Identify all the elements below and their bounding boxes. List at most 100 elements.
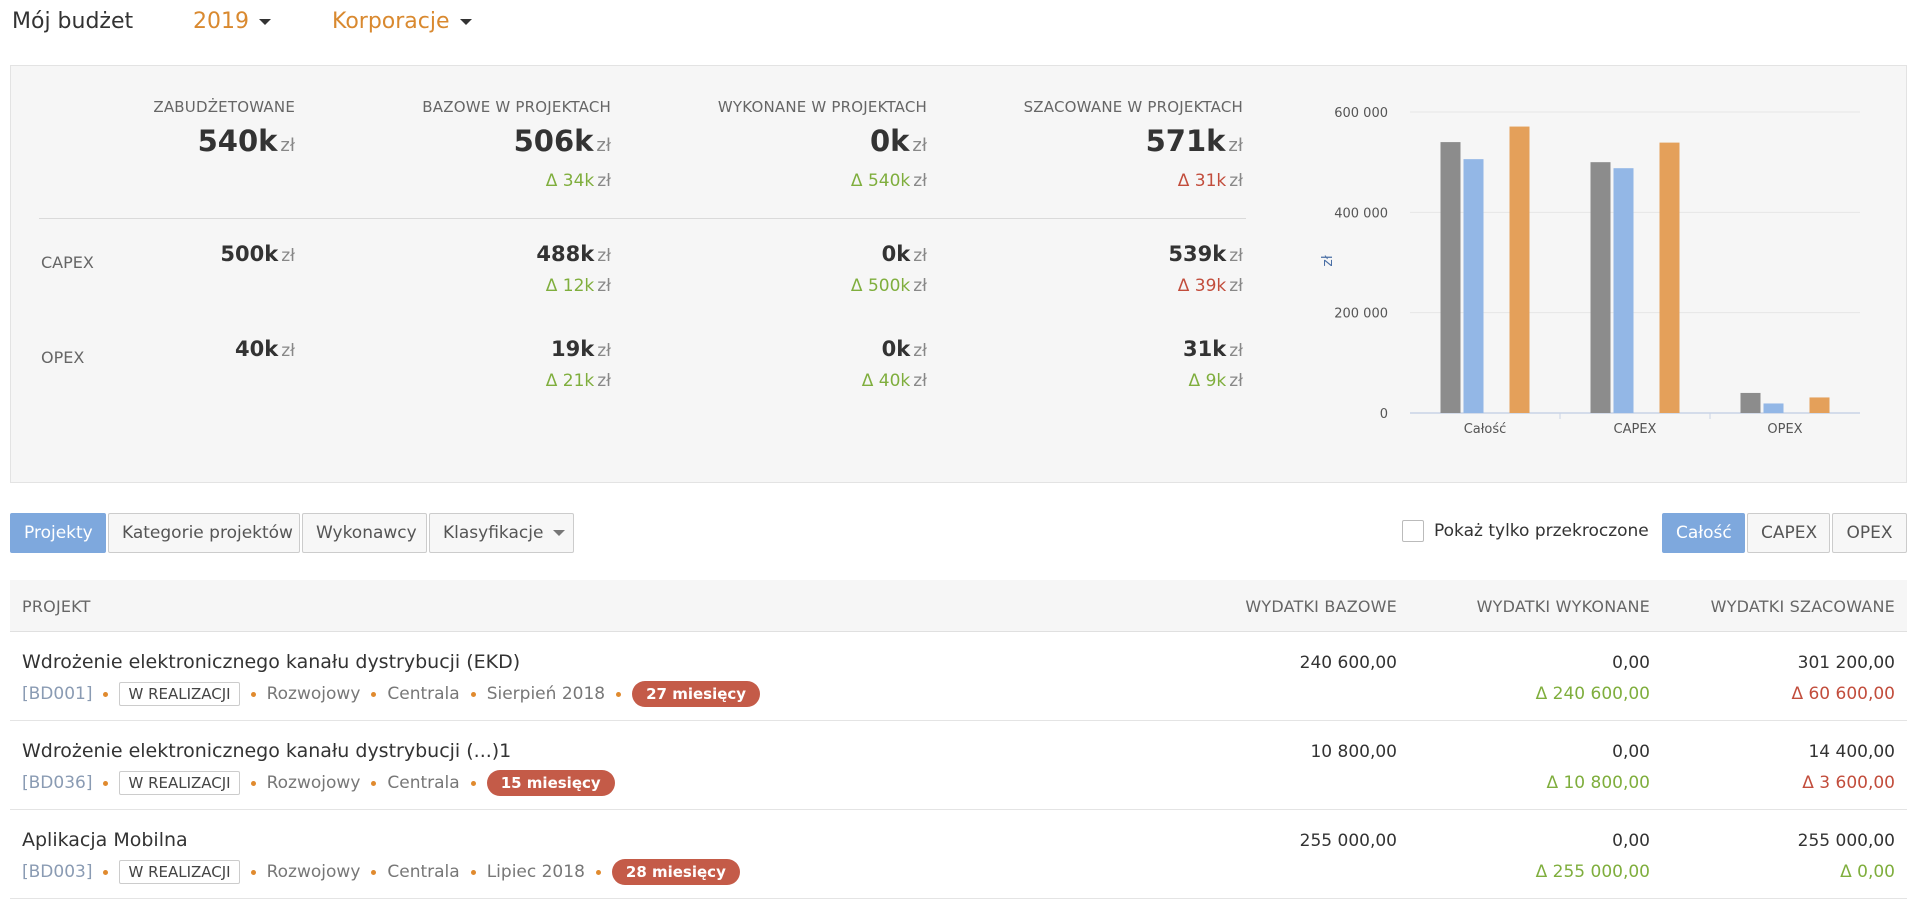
table-row[interactable]: Wdrożenie elektronicznego kanału dystryb…: [10, 633, 1907, 721]
capex-estimated-delta: Δ 39k zł: [1177, 276, 1243, 296]
chevron-down-icon: [553, 530, 566, 536]
capex-budgeted: 500k zł: [220, 242, 295, 266]
y-tick-label: 600 000: [1334, 106, 1388, 121]
scope-total-button[interactable]: Całość: [1662, 513, 1745, 553]
tab-classifications[interactable]: Klasyfikacje: [429, 513, 574, 553]
separator-dot: [250, 869, 256, 875]
tab-contractors[interactable]: Wykonawcy: [302, 513, 427, 553]
opex-row-label: OPEX: [41, 348, 85, 367]
opex-base-delta: Δ 21k zł: [545, 371, 611, 391]
capex-base: 488k zł: [536, 242, 611, 266]
x-tick-label: OPEX: [1767, 422, 1802, 437]
project-name[interactable]: Wdrożenie elektronicznego kanału dystryb…: [22, 740, 512, 762]
total-done-delta: Δ 540k zł: [850, 171, 927, 191]
x-tick-label: Całość: [1464, 422, 1507, 437]
capex-estimated: 539k zł: [1168, 242, 1243, 266]
year-dropdown[interactable]: 2019: [193, 9, 271, 34]
x-tick-label: CAPEX: [1614, 422, 1657, 437]
chevron-down-icon: [259, 19, 271, 25]
chart-bar: [1463, 159, 1484, 413]
scope-opex-button[interactable]: OPEX: [1832, 513, 1907, 553]
y-tick-label: 0: [1380, 407, 1388, 422]
column-header-done: WYKONANE W PROJEKTACH: [717, 98, 927, 116]
scope-capex-button[interactable]: CAPEX: [1747, 513, 1830, 553]
estimated-expense-value: 301 200,00: [1797, 653, 1895, 673]
column-header-base: BAZOWE W PROJEKTACH: [422, 98, 611, 116]
total-base: 506k zł: [513, 124, 611, 158]
overdue-only-checkbox[interactable]: [1402, 520, 1424, 542]
summary-divider: [39, 218, 1246, 219]
duration-badge: 15 miesięcy: [486, 770, 615, 796]
separator-dot: [470, 780, 476, 786]
column-header-project: PROJEKT: [22, 597, 91, 616]
overdue-only-filter[interactable]: Pokaż tylko przekroczone: [1402, 520, 1649, 542]
chart-bar: [1509, 126, 1530, 413]
total-base-delta: Δ 34k zł: [545, 171, 611, 191]
base-expense-value: 255 000,00: [1299, 831, 1397, 851]
project-type: Rozwojowy: [266, 862, 361, 882]
opex-budgeted: 40k zł: [235, 337, 295, 361]
capex-row-label: CAPEX: [41, 253, 94, 272]
page-header: Mój budżet 2019 Korporacje: [0, 0, 1920, 46]
project-meta: [BD001] W REALIZACJI Rozwojowy Centrala …: [22, 681, 761, 707]
separator-dot: [103, 869, 109, 875]
separator-dot: [470, 691, 476, 697]
project-meta: [BD003] W REALIZACJI Rozwojowy Centrala …: [22, 859, 740, 885]
done-expense-delta: Δ 10 800,00: [1546, 773, 1650, 793]
estimated-expense-delta: Δ 60 600,00: [1791, 684, 1895, 704]
tab-projects[interactable]: Projekty: [10, 513, 106, 553]
tab-classifications-label: Klasyfikacje: [443, 523, 544, 543]
total-budgeted: 540k zł: [197, 124, 295, 158]
project-start-date: Lipiec 2018: [486, 862, 585, 882]
separator-dot: [470, 869, 476, 875]
base-expense-value: 240 600,00: [1299, 653, 1397, 673]
separator-dot: [616, 691, 622, 697]
budget-bar-chart: 0 200 000 400 000 600 000 zł Całość CAPEX OPEX: [1300, 80, 1890, 460]
project-name[interactable]: Wdrożenie elektronicznego kanału dystryb…: [22, 651, 521, 673]
table-row[interactable]: Aplikacja Mobilna [BD003] W REALIZACJI R…: [10, 811, 1907, 899]
y-axis-label: zł: [1320, 255, 1336, 266]
capex-base-delta: Δ 12k zł: [545, 276, 611, 296]
estimated-expense-delta: Δ 0,00: [1840, 862, 1895, 882]
estimated-expense-value: 255 000,00: [1797, 831, 1895, 851]
separator-dot: [250, 691, 256, 697]
separator-dot: [371, 691, 377, 697]
chart-bar: [1740, 392, 1761, 413]
status-badge: W REALIZACJI: [119, 771, 240, 795]
project-start-date: Sierpień 2018: [486, 684, 606, 704]
page-title: Mój budżet: [12, 9, 134, 34]
project-location: Centrala: [387, 862, 460, 882]
chart-bar: [1763, 403, 1784, 413]
done-expense-delta: Δ 255 000,00: [1535, 862, 1650, 882]
capex-done-delta: Δ 500k zł: [850, 276, 927, 296]
project-code: [BD001]: [22, 684, 93, 704]
base-expense-value: 10 800,00: [1310, 742, 1397, 762]
projects-table-header: PROJEKT WYDATKI BAZOWE WYDATKI WYKONANE …: [10, 580, 1907, 632]
org-dropdown-label: Korporacje: [332, 9, 450, 34]
chart-bar: [1440, 142, 1461, 413]
project-type: Rozwojowy: [266, 773, 361, 793]
column-header-estimated-expenses: WYDATKI SZACOWANE: [1710, 597, 1895, 616]
separator-dot: [371, 780, 377, 786]
total-done: 0k zł: [869, 124, 927, 158]
estimated-expense-delta: Δ 3 600,00: [1802, 773, 1895, 793]
done-expense-value: 0,00: [1612, 653, 1650, 673]
column-header-budgeted: ZABUDŻETOWANE: [153, 98, 295, 116]
org-dropdown[interactable]: Korporacje: [332, 9, 472, 34]
column-header-done-expenses: WYDATKI WYKONANE: [1476, 597, 1650, 616]
separator-dot: [103, 780, 109, 786]
estimated-expense-value: 14 400,00: [1808, 742, 1895, 762]
status-badge: W REALIZACJI: [119, 860, 240, 884]
opex-estimated-delta: Δ 9k zł: [1188, 371, 1243, 391]
done-expense-delta: Δ 240 600,00: [1535, 684, 1650, 704]
project-name[interactable]: Aplikacja Mobilna: [22, 829, 188, 851]
table-row[interactable]: Wdrożenie elektronicznego kanału dystryb…: [10, 722, 1907, 810]
separator-dot: [371, 869, 377, 875]
opex-done-delta: Δ 40k zł: [861, 371, 927, 391]
overdue-only-label: Pokaż tylko przekroczone: [1434, 521, 1649, 541]
project-location: Centrala: [387, 773, 460, 793]
chart-bar: [1613, 168, 1634, 413]
chart-bar: [1809, 397, 1830, 413]
capex-done: 0k zł: [881, 242, 927, 266]
tab-project-categories[interactable]: Kategorie projektów: [108, 513, 300, 553]
